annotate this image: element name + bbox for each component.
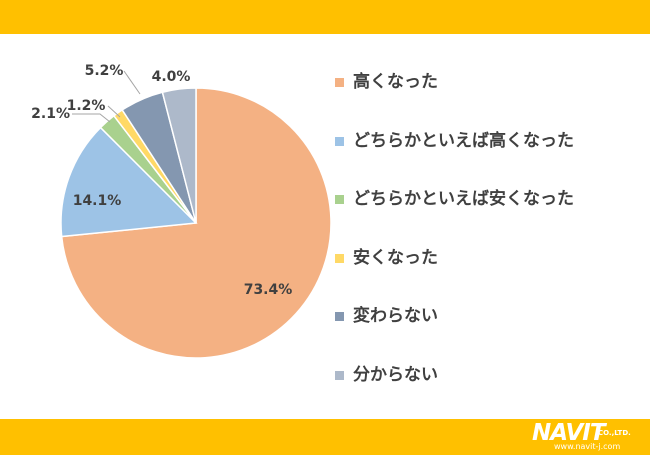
legend-swatch-2 xyxy=(335,136,344,146)
pie-slice-6 xyxy=(161,87,197,224)
legend-item-5: 変わらない xyxy=(335,306,574,326)
legend-swatch-4 xyxy=(335,253,344,263)
logo-url-text: www.navit-j.com xyxy=(554,442,621,451)
data-label-2: 14.1% xyxy=(73,193,122,209)
legend-label-3: どちらかといえば安くなった xyxy=(353,189,574,209)
legend-item-4: 安くなった xyxy=(335,248,574,268)
leader-lines xyxy=(72,70,141,123)
legend-item-6: 分からない xyxy=(335,365,574,385)
pie-slice-2 xyxy=(60,126,198,238)
legend-label-5: 変わらない xyxy=(353,306,438,326)
data-label-3: 2.1% xyxy=(31,106,70,122)
logo-suffix-text: CO.,LTD. xyxy=(598,429,631,437)
legend-item-1: 高くなった xyxy=(335,72,574,92)
legend-swatch-6 xyxy=(335,370,344,380)
legend-label-2: どちらかといえば高くなった xyxy=(353,130,574,151)
legend-label-4: 安くなった xyxy=(353,247,438,268)
legend: 高くなったどちらかといえば高くなった どちらかといえば安くなった 安くなった変わらな… xyxy=(335,72,574,423)
data-labels: 73.4% 14.1% 2.1%1.2% 5.2% 4.0% xyxy=(31,63,292,298)
leader-line-4 xyxy=(107,105,121,118)
legend-item-2: どちらかといえば高くなった xyxy=(335,131,574,151)
pie-slices xyxy=(60,87,332,359)
footer-band xyxy=(0,419,650,455)
data-label-1: 73.4% xyxy=(244,282,293,298)
legend-label-1: 高くなった xyxy=(353,72,438,92)
legend-item-3: どちらかといえば安くなった xyxy=(335,189,574,209)
leader-line-5 xyxy=(123,70,141,95)
leader-line-3 xyxy=(72,113,111,123)
header-band xyxy=(0,0,650,34)
legend-label-6: 分からない xyxy=(353,364,438,385)
legend-swatch-3 xyxy=(335,195,344,204)
navit-logo: NAVIT CO.,LTD. www.navit-j.com xyxy=(532,421,644,453)
data-label-4: 1.2% xyxy=(67,98,106,114)
legend-swatch-5 xyxy=(335,312,344,321)
data-label-5: 5.2% xyxy=(85,63,124,79)
logo-main-text: NAVIT xyxy=(532,420,606,446)
data-label-6: 4.0% xyxy=(152,69,191,85)
legend-swatch-1 xyxy=(335,78,344,87)
